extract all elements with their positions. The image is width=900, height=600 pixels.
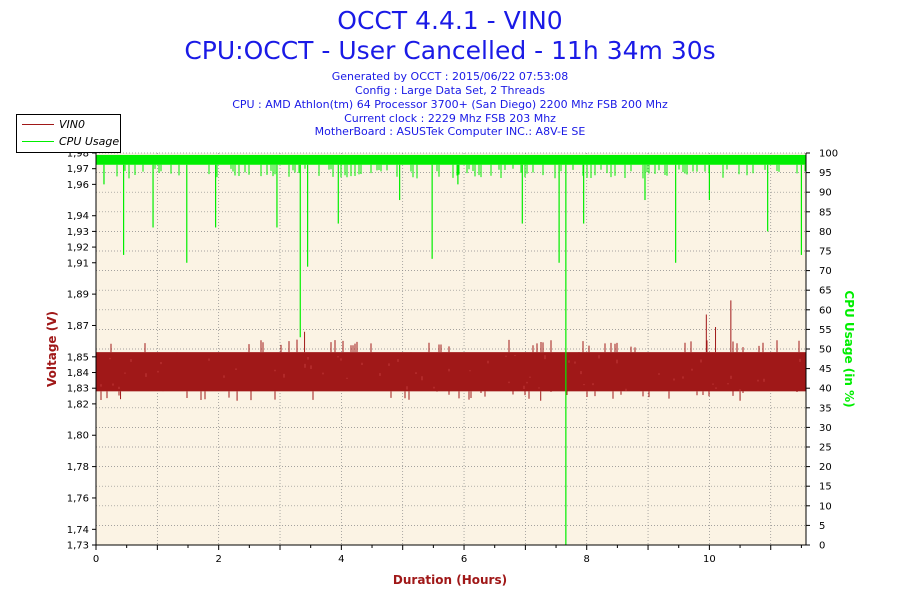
y2-tick-label: 5 xyxy=(819,521,825,532)
y-tick-label: 1,97 xyxy=(67,164,89,175)
y-tick-label: 1,78 xyxy=(67,462,89,473)
y2-tick-label: 80 xyxy=(819,227,832,238)
y-tick-label: 1,73 xyxy=(67,541,89,552)
y-tick-label: 1,89 xyxy=(67,290,89,301)
info-generated: Generated by OCCT : 2015/06/22 07:53:08 xyxy=(331,70,569,83)
legend: VIN0 CPU Usage xyxy=(16,114,121,153)
y2-tick-label: 100 xyxy=(819,149,838,160)
cpu-noise xyxy=(116,164,806,179)
info-cpu: CPU : AMD Athlon(tm) 64 Processor 3700+ … xyxy=(232,98,668,111)
y2-tick-label: 40 xyxy=(819,384,832,395)
x-tick-label: 10 xyxy=(703,554,716,565)
y2-tick-label: 85 xyxy=(819,207,832,218)
y-tick-label: 1,83 xyxy=(67,384,89,395)
info-clock: Current clock : 2229 Mhz FSB 203 Mhz xyxy=(344,112,556,125)
y-tick-label: 1,96 xyxy=(67,180,89,191)
vin0-band xyxy=(96,352,806,392)
y-tick-label: 1,76 xyxy=(67,493,89,504)
y-tick-label: 1,84 xyxy=(67,368,89,379)
y-tick-label: 1,87 xyxy=(67,321,89,332)
y2-tick-label: 90 xyxy=(819,188,832,199)
y-tick-label: 1,82 xyxy=(67,399,89,410)
y2-tick-label: 35 xyxy=(819,403,832,414)
y2-tick-label: 45 xyxy=(819,364,832,375)
y-tick-label: 1,93 xyxy=(67,227,89,238)
x-tick-label: 8 xyxy=(584,554,590,565)
legend-entry-vin0: VIN0 xyxy=(17,117,120,133)
y2-tick-label: 95 xyxy=(819,168,832,179)
legend-swatch-vin0 xyxy=(22,124,54,125)
legend-label-vin0: VIN0 xyxy=(59,118,85,131)
legend-swatch-cpu xyxy=(22,141,54,142)
y-tick-label: 1,91 xyxy=(67,258,89,269)
y2-tick-label: 60 xyxy=(819,305,832,316)
y2-tick-label: 10 xyxy=(819,501,832,512)
info-motherboard: MotherBoard : ASUSTek Computer INC.: A8V… xyxy=(314,125,586,138)
y2-tick-label: 70 xyxy=(819,266,832,277)
y2-tick-label: 55 xyxy=(819,325,832,336)
y2-tick-label: 20 xyxy=(819,462,832,473)
legend-label-cpu: CPU Usage xyxy=(59,135,120,148)
chart-subtitle: CPU:OCCT - User Cancelled - 11h 34m 30s xyxy=(184,36,716,65)
y2-tick-label: 30 xyxy=(819,423,832,434)
y2-axis-label: CPU Usage (in %) xyxy=(842,290,856,407)
y-axis-label: Voltage (V) xyxy=(45,311,59,387)
x-tick-label: 6 xyxy=(461,554,467,565)
y2-tick-label: 15 xyxy=(819,482,832,493)
vin0-noise xyxy=(96,339,804,401)
x-tick-label: 4 xyxy=(338,554,344,565)
x-axis-label: Duration (Hours) xyxy=(392,573,508,587)
y2-tick-label: 0 xyxy=(819,541,825,552)
chart-title: OCCT 4.4.1 - VIN0 xyxy=(337,6,563,35)
x-tick-label: 2 xyxy=(215,554,221,565)
y2-tick-label: 50 xyxy=(819,345,832,356)
legend-entry-cpu: CPU Usage xyxy=(17,134,120,150)
y-tick-label: 1,94 xyxy=(67,211,89,222)
y-tick-label: 1,85 xyxy=(67,352,89,363)
y-tick-label: 1,92 xyxy=(67,243,89,254)
cpu-band xyxy=(96,154,806,165)
y2-tick-label: 75 xyxy=(819,247,832,258)
vin0-texture xyxy=(100,354,801,391)
y-tick-label: 1,80 xyxy=(67,431,89,442)
x-tick-label: 0 xyxy=(93,554,99,565)
y-tick-label: 1,98 xyxy=(67,149,89,160)
y2-tick-label: 65 xyxy=(819,286,832,297)
y-tick-label: 1,74 xyxy=(67,525,89,536)
y2-tick-label: 25 xyxy=(819,443,832,454)
info-config: Config : Large Data Set, 2 Threads xyxy=(355,84,545,97)
